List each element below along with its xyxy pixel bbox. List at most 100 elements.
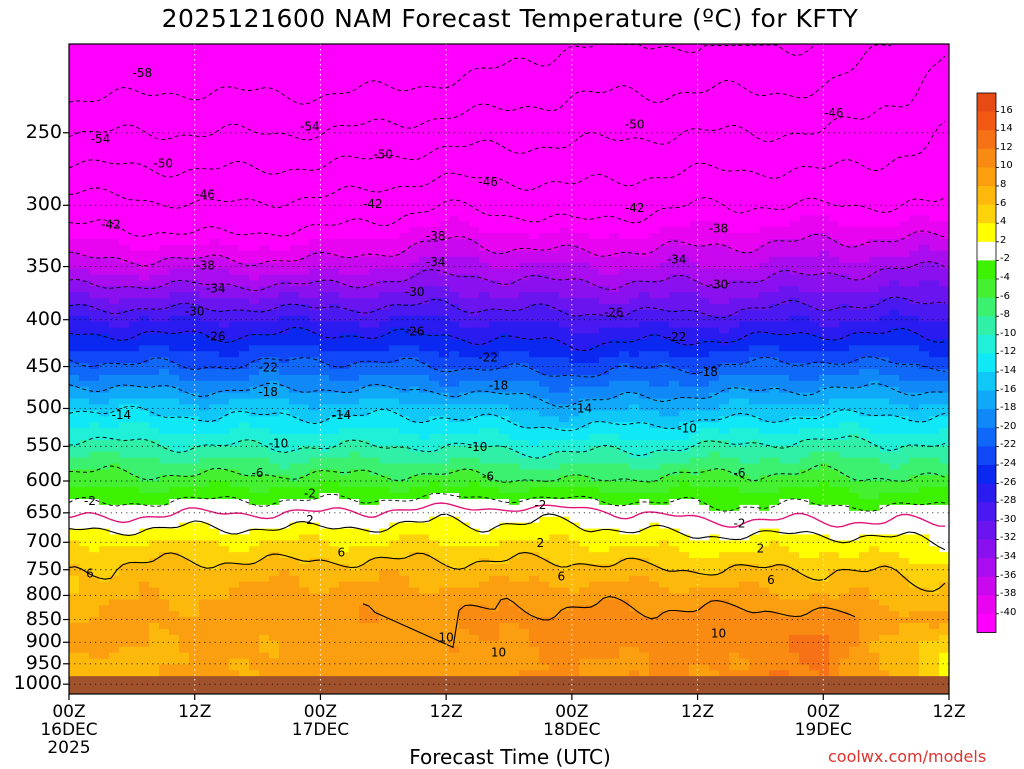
heat-cell (399, 469, 410, 476)
heat-cell (109, 599, 120, 606)
heat-cell (469, 79, 480, 86)
heat-cell (479, 599, 490, 606)
heat-cell (349, 44, 360, 51)
heat-cell (239, 475, 250, 482)
heat-cell (169, 428, 180, 435)
heat-cell (389, 114, 400, 122)
heat-cell (319, 416, 330, 423)
heat-cell (299, 144, 310, 151)
heat-cell (79, 428, 90, 435)
heat-cell (199, 227, 210, 234)
heat-cell (109, 61, 120, 69)
heat-cell (99, 398, 110, 406)
heat-cell (259, 150, 270, 157)
heat-cell (399, 73, 410, 81)
heat-cell (449, 49, 460, 57)
heat-cell (109, 215, 120, 222)
heat-cell (349, 664, 360, 671)
heat-cell (349, 369, 360, 376)
heat-cell (369, 304, 380, 311)
heat-cell (459, 534, 470, 541)
heat-cell (389, 298, 400, 305)
heat-cell (159, 439, 170, 447)
heat-cell (469, 640, 480, 648)
heat-cell (369, 463, 380, 471)
heat-cell (99, 132, 110, 140)
heat-cell (449, 215, 460, 222)
heat-cell (219, 581, 230, 589)
heat-cell (439, 221, 450, 228)
heat-cell (469, 363, 480, 370)
heat-cell (219, 79, 230, 86)
heat-cell (209, 664, 220, 671)
heat-cell (289, 652, 300, 660)
heat-cell (99, 611, 110, 618)
heat-cell (309, 617, 320, 624)
heat-cell (139, 605, 150, 612)
heat-cell (469, 569, 480, 577)
heat-cell (169, 611, 180, 618)
heat-cell (409, 215, 420, 222)
heat-cell (299, 416, 310, 423)
heat-cell (369, 552, 380, 559)
heat-cell (229, 268, 240, 276)
heat-cell (439, 309, 450, 317)
heat-cell (169, 174, 180, 181)
heat-cell (379, 599, 390, 606)
heat-cell (439, 629, 450, 636)
heat-cell (159, 434, 170, 441)
heat-cell (359, 132, 370, 140)
heat-cell (249, 274, 260, 281)
heat-cell (259, 262, 270, 270)
heat-cell (119, 469, 130, 476)
heat-cell (229, 85, 240, 92)
heat-cell (499, 298, 510, 305)
heat-cell (429, 79, 440, 86)
heat-cell (519, 304, 530, 311)
heat-cell (259, 61, 270, 69)
heat-cell (409, 339, 420, 346)
heat-cell (89, 546, 100, 553)
heat-cell (129, 670, 140, 677)
heat-cell (349, 451, 360, 459)
heat-cell (489, 321, 500, 329)
heat-cell (369, 168, 380, 175)
heat-cell (189, 629, 200, 636)
heat-cell (329, 534, 340, 541)
heat-cell (459, 569, 470, 577)
heat-cell (509, 617, 520, 624)
heat-cell (169, 233, 180, 240)
heat-cell (429, 587, 440, 595)
heat-cell (129, 274, 140, 281)
heat-cell (309, 309, 320, 317)
heat-cell (199, 481, 210, 488)
heat-cell (319, 564, 330, 571)
heat-cell (109, 274, 120, 281)
heat-cell (469, 605, 480, 612)
heat-cell (69, 61, 80, 69)
heat-cell (389, 469, 400, 476)
heat-cell (79, 309, 90, 317)
heat-cell (129, 575, 140, 583)
heat-cell (409, 475, 420, 482)
heat-cell (429, 658, 440, 666)
heat-cell (169, 640, 180, 648)
heat-cell (79, 197, 90, 205)
heat-cell (469, 262, 480, 270)
heat-cell (429, 404, 440, 411)
heat-cell (209, 599, 220, 606)
heat-cell (129, 404, 140, 411)
heat-cell (99, 670, 110, 677)
heat-cell (449, 120, 460, 128)
heat-cell (129, 292, 140, 299)
heat-cell (219, 634, 230, 642)
heat-cell (429, 67, 440, 75)
heat-cell (419, 605, 430, 612)
heat-cell (409, 504, 420, 512)
heat-cell (359, 410, 370, 417)
heat-cell (209, 209, 220, 216)
heat-cell (379, 67, 390, 75)
heat-cell (139, 357, 150, 364)
heat-cell (449, 552, 460, 559)
heat-cell (349, 144, 360, 151)
